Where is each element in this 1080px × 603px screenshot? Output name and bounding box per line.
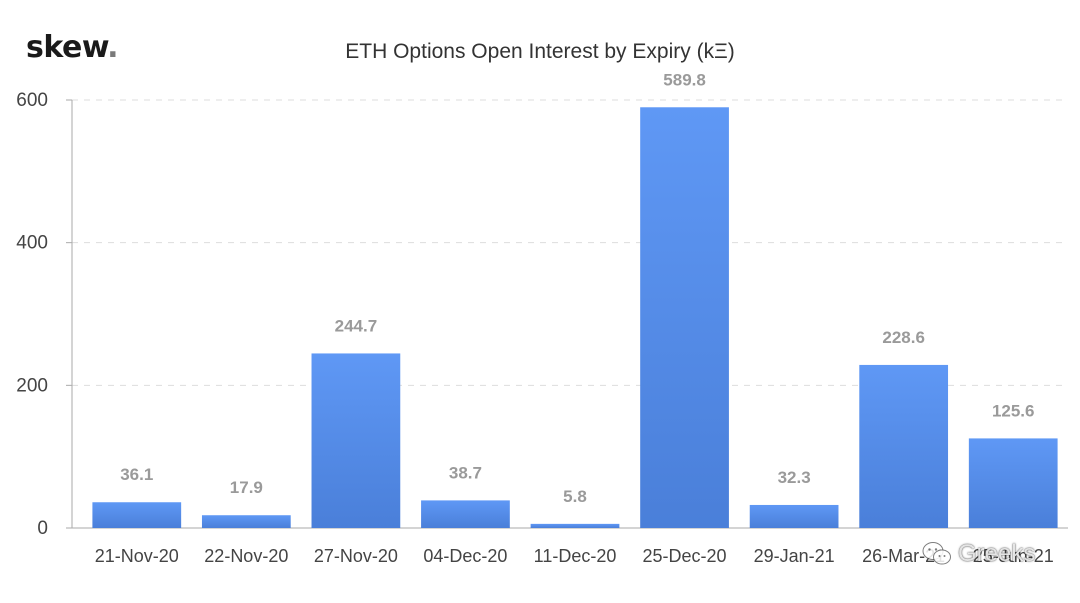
bar [421, 500, 510, 528]
bar [749, 504, 839, 528]
bar [530, 523, 620, 528]
x-tick-label: 25-Dec-20 [643, 546, 727, 566]
data-label: 32.3 [778, 468, 811, 487]
x-tick-label: 25-Jun-21 [973, 546, 1054, 566]
data-label: 228.6 [882, 328, 925, 347]
bar [201, 515, 291, 528]
y-tick-labels: 0 200 400 600 [16, 90, 48, 539]
x-tick-label: 27-Nov-20 [314, 546, 398, 566]
brand-name: skew [26, 30, 108, 65]
brand-logo: skew. [26, 30, 119, 65]
bars [92, 107, 1058, 528]
x-tick-label: 29-Jan-21 [754, 546, 835, 566]
y-tick-label: 200 [16, 375, 48, 396]
bar [640, 107, 729, 528]
x-tick-label: 22-Nov-20 [204, 546, 288, 566]
bar [92, 502, 182, 528]
y-tick-label: 400 [16, 233, 48, 254]
data-labels: 36.1 17.9 244.7 38.7 5.8 589.8 32.3 228.6 125.6 [120, 70, 1034, 506]
data-label: 244.7 [335, 316, 378, 335]
data-label: 5.8 [563, 487, 587, 506]
x-tick-label: 21-Nov-20 [95, 546, 179, 566]
watermark-text: Greeks [958, 540, 1036, 567]
bar [859, 364, 949, 528]
x-tick-label: 04-Dec-20 [423, 546, 507, 566]
data-label: 17.9 [230, 478, 263, 497]
data-label: 38.7 [449, 463, 482, 482]
y-tick-label: 0 [37, 518, 48, 539]
data-label: 36.1 [120, 465, 153, 484]
data-label: 125.6 [992, 401, 1035, 420]
bar [311, 353, 401, 528]
bar [968, 438, 1058, 528]
brand-dot: . [107, 30, 119, 65]
wechat-icon [922, 541, 952, 567]
data-label: 589.8 [663, 70, 706, 89]
chart-title: ETH Options Open Interest by Expiry (kΞ) [345, 40, 735, 63]
y-tick-label: 600 [16, 90, 48, 111]
watermark: Greeks [922, 540, 1035, 568]
x-tick-labels: 21-Nov-20 22-Nov-20 27-Nov-20 04-Dec-20 11-D… [95, 546, 1054, 566]
x-tick-label: 11-Dec-20 [534, 546, 617, 566]
